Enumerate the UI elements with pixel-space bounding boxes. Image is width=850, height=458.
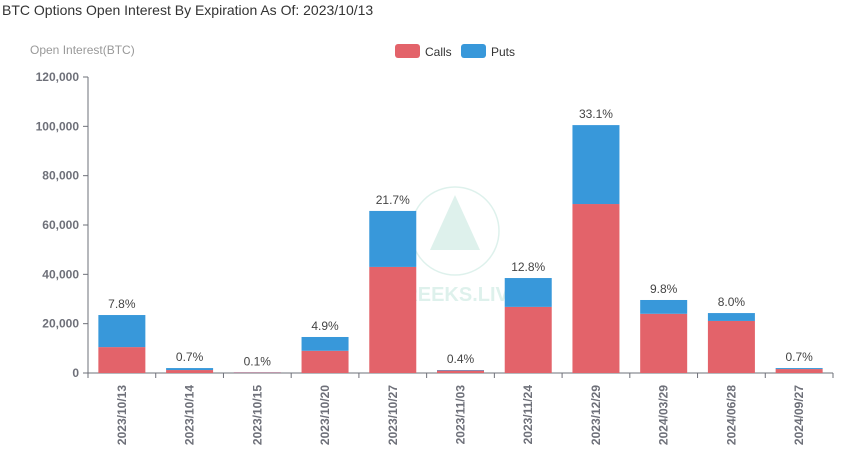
bar-calls[interactable] bbox=[640, 313, 688, 373]
y-tick-label: 0 bbox=[72, 366, 79, 380]
bar-calls[interactable] bbox=[166, 370, 214, 373]
y-tick-label: 60,000 bbox=[42, 218, 79, 232]
svg-text:GREEKS.LIVE: GREEKS.LIVE bbox=[388, 284, 522, 306]
data-label: 0.7% bbox=[176, 350, 204, 364]
data-label: 0.4% bbox=[447, 352, 475, 366]
bar-calls[interactable] bbox=[437, 370, 484, 373]
x-tick-label: 2023/10/27 bbox=[386, 385, 400, 445]
bar-calls[interactable] bbox=[369, 266, 417, 373]
bar-puts[interactable] bbox=[640, 299, 688, 314]
data-label: 7.8% bbox=[108, 297, 136, 311]
legend-item-puts[interactable]: Puts bbox=[461, 44, 515, 59]
y-tick-label: 20,000 bbox=[42, 317, 79, 331]
bar-puts[interactable] bbox=[166, 368, 214, 371]
bar-calls[interactable] bbox=[572, 204, 620, 373]
y-tick-label: 100,000 bbox=[36, 119, 80, 133]
bar-calls[interactable] bbox=[707, 320, 755, 373]
x-tick-label: 2023/10/13 bbox=[115, 385, 129, 445]
x-tick-label: 2023/10/15 bbox=[250, 385, 264, 445]
x-tick-label: 2023/11/24 bbox=[521, 385, 535, 445]
data-label: 0.1% bbox=[244, 354, 272, 368]
bar-puts[interactable] bbox=[775, 368, 823, 370]
y-tick-label: 120,000 bbox=[36, 70, 80, 84]
data-label: 8.0% bbox=[718, 295, 746, 309]
x-tick-label: 2024/09/27 bbox=[792, 385, 806, 445]
y-tick-label: 80,000 bbox=[42, 169, 79, 183]
data-label: 4.9% bbox=[311, 319, 339, 333]
legend-item-calls[interactable]: Calls bbox=[395, 44, 452, 59]
bar-calls[interactable] bbox=[775, 369, 823, 373]
y-tick-label: 40,000 bbox=[42, 267, 79, 281]
data-label: 12.8% bbox=[511, 260, 545, 274]
bar-puts[interactable] bbox=[572, 125, 620, 205]
x-tick-label: 2024/03/29 bbox=[657, 385, 671, 445]
bar-calls[interactable] bbox=[301, 350, 349, 373]
data-label: 21.7% bbox=[376, 193, 410, 207]
bar-puts[interactable] bbox=[301, 336, 349, 351]
watermark-logo: GREEKS.LIVE bbox=[388, 186, 522, 306]
bar-calls[interactable] bbox=[504, 306, 552, 373]
bar-puts[interactable] bbox=[98, 315, 146, 348]
x-tick-label: 2024/06/28 bbox=[724, 385, 738, 445]
bar-calls[interactable] bbox=[98, 347, 146, 373]
data-label: 0.7% bbox=[785, 350, 813, 364]
legend: Calls Puts bbox=[395, 44, 515, 59]
legend-swatch bbox=[461, 44, 486, 58]
x-tick-label: 2023/10/20 bbox=[318, 385, 332, 445]
legend-swatch bbox=[395, 44, 420, 58]
bar-puts[interactable] bbox=[707, 313, 755, 321]
x-tick-label: 2023/12/29 bbox=[589, 385, 603, 445]
legend-label: Calls bbox=[425, 45, 452, 59]
x-tick-label: 2023/10/14 bbox=[183, 385, 197, 445]
chart-title: BTC Options Open Interest By Expiration … bbox=[2, 2, 374, 18]
data-label: 9.8% bbox=[650, 282, 678, 296]
legend-label: Puts bbox=[491, 45, 515, 59]
y-axis-label: Open Interest(BTC) bbox=[30, 43, 135, 57]
x-tick-label: 2023/11/03 bbox=[454, 385, 468, 445]
bar-puts[interactable] bbox=[369, 210, 417, 267]
bar-puts[interactable] bbox=[504, 278, 552, 307]
data-label: 33.1% bbox=[579, 107, 613, 121]
